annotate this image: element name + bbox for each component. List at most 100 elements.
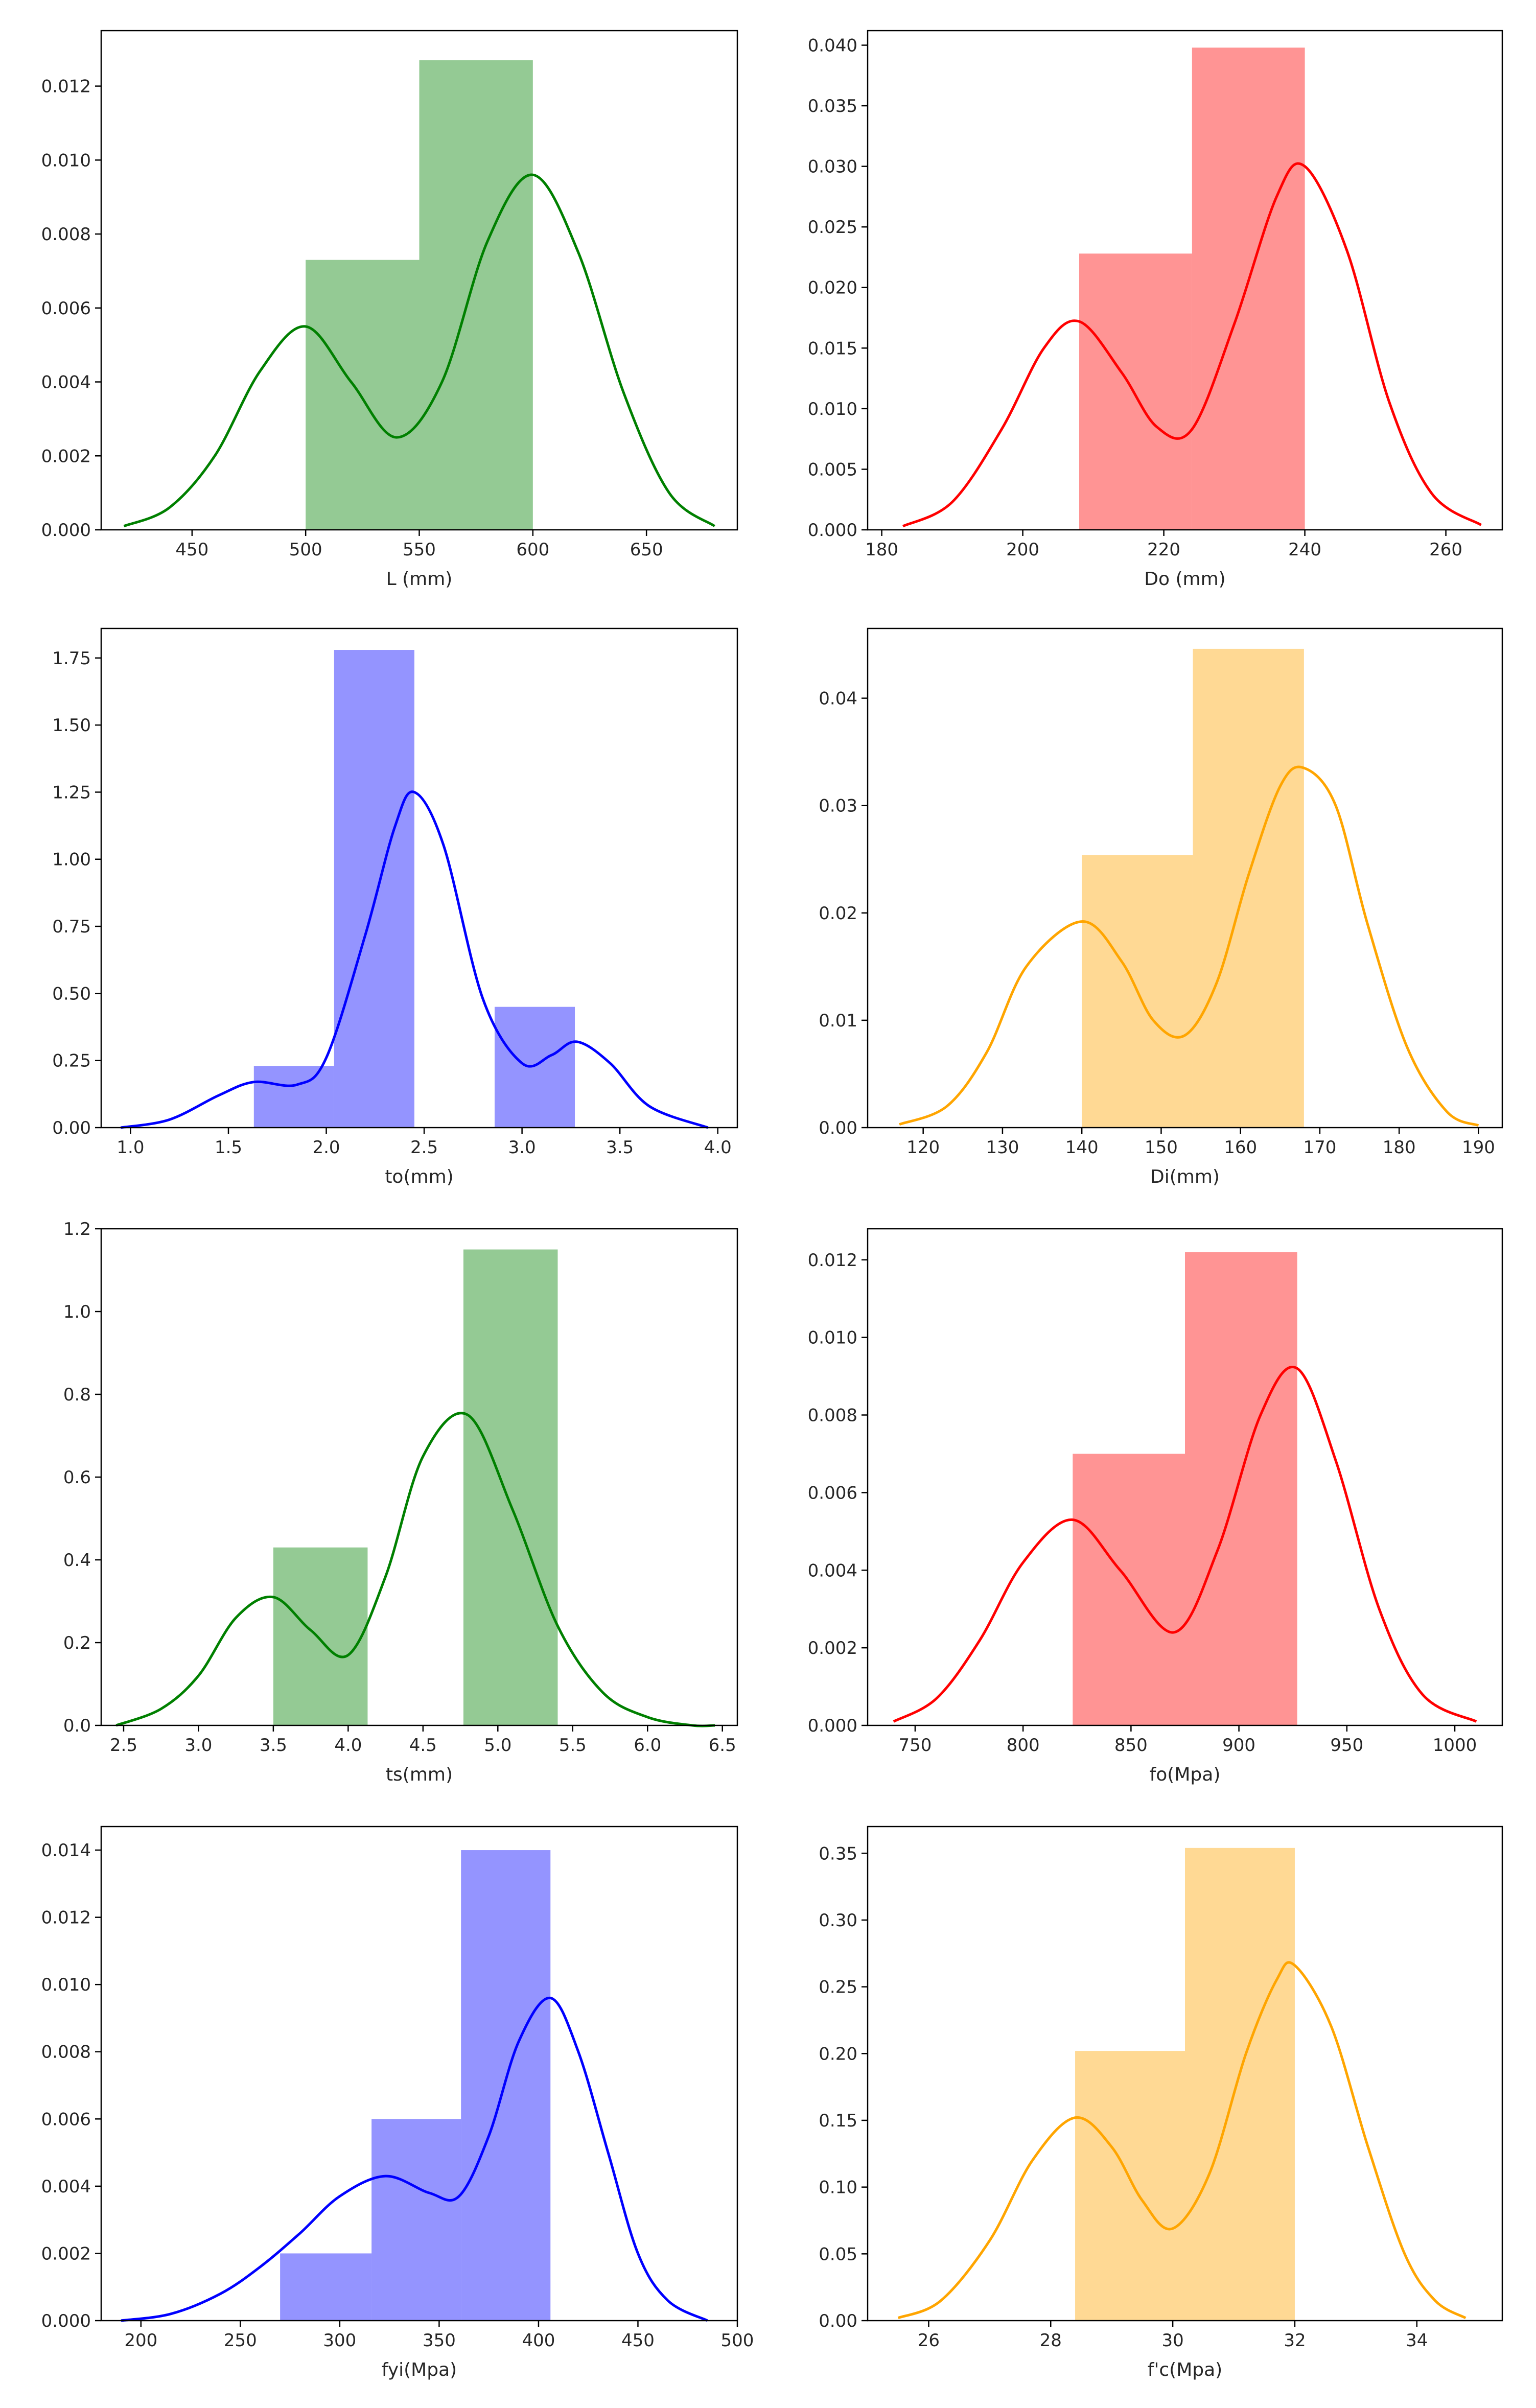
x-tick-label: 2.5 [110, 1735, 137, 1756]
y-tick-label: 0.000 [41, 2311, 91, 2331]
y-tick-label: 0.008 [41, 224, 91, 245]
kde-curve [123, 173, 715, 528]
x-tick-label: 26 [918, 2330, 940, 2351]
y-tick-label: 0.25 [819, 1977, 857, 1998]
x-tick-label: 950 [1330, 1735, 1363, 1756]
y-tick-label: 0.035 [808, 96, 857, 116]
subplot-ts-mm: 2.5 3.0 3.5 4.0 4.5 5.0 5.5 6.0 6.5 0.0 0.2 0.4 0.6 0… [63, 1219, 738, 1785]
x-tick-label: 600 [516, 540, 549, 560]
x-axis-label: Do (mm) [1144, 569, 1225, 590]
subplot-fo-mpa: 750 800 850 900 950 1000 0.000 0.002 0.004 0.006 0… [808, 1228, 1503, 1785]
y-tick-label: 0.030 [808, 157, 857, 177]
y-tick-label: 0.000 [808, 1716, 857, 1736]
x-tick-label: 1.5 [215, 1137, 242, 1158]
y-tick-label: 0.008 [41, 2042, 91, 2063]
histogram-bar-3 [463, 1249, 558, 1725]
y-tick-label: 0.012 [41, 1908, 91, 1928]
histogram-bar-1 [1079, 253, 1192, 530]
y-tick-label: 0.002 [41, 2243, 91, 2264]
y-tick-label: 1.50 [52, 715, 91, 736]
x-tick-label: 180 [1383, 1137, 1416, 1158]
y-tick-label: 0.6 [63, 1467, 91, 1488]
y-tick-label: 0.8 [63, 1385, 91, 1405]
kde-curve [902, 162, 1482, 528]
histogram-bar-2 [1192, 48, 1305, 530]
histogram-bar-1 [253, 1066, 334, 1128]
x-tick-label: 550 [403, 540, 436, 560]
x-tick-label: 32 [1284, 2330, 1306, 2351]
histogram-bar-2 [1193, 648, 1304, 1128]
y-tick-label: 0.002 [41, 446, 91, 466]
x-tick-label: 28 [1040, 2330, 1062, 2351]
x-tick-label: 500 [721, 2330, 754, 2351]
kde-curve [897, 1961, 1467, 2320]
x-tick-label: 220 [1147, 540, 1180, 560]
y-tick-label: 1.75 [52, 648, 91, 669]
histogram-bar-2 [371, 2119, 461, 2321]
x-tick-label: 5.0 [484, 1735, 511, 1756]
subplot-l-mm: 450 500 550 600 650 0.000 0.002 0.004 0.006 0.008… [41, 30, 738, 590]
histogram-bar-1 [306, 260, 420, 530]
axes-frame [867, 30, 1503, 531]
subplot-to-mm: 1.0 1.5 2.0 2.5 3.0 3.5 4.0 0.00 0.25 0.50 0.75 1.0… [52, 627, 738, 1187]
y-tick-label: 0.020 [808, 278, 857, 298]
x-tick-label: 3.0 [184, 1735, 212, 1756]
histogram-bar-2 [334, 650, 414, 1128]
x-tick-label: 4.5 [409, 1735, 437, 1756]
axes-frame [867, 627, 1503, 1129]
x-tick-label: 6.0 [634, 1735, 661, 1756]
x-tick-label: 3.5 [260, 1735, 287, 1756]
x-tick-label: 200 [124, 2330, 157, 2351]
y-tick-label: 0.30 [819, 1910, 857, 1931]
x-axis-label: ts(mm) [386, 1764, 453, 1785]
x-tick-label: 150 [1145, 1137, 1178, 1158]
y-tick-label: 0.000 [808, 520, 857, 541]
y-tick-label: 0.50 [52, 984, 91, 1004]
x-tick-label: 750 [898, 1735, 932, 1756]
subplot-di-mm: 120 130 140 150 160 170 180 190 0.00 0.01 0.02 0.03… [819, 627, 1503, 1187]
x-axis-label: fyi(Mpa) [382, 2359, 457, 2380]
y-tick-label: 0.0 [63, 1716, 91, 1736]
y-tick-label: 0.000 [41, 520, 91, 541]
x-tick-label: 34 [1406, 2330, 1428, 2351]
x-tick-label: 5.5 [559, 1735, 587, 1756]
x-axis-label: to(mm) [385, 1166, 453, 1187]
y-tick-label: 0.014 [41, 1840, 91, 1861]
x-tick-label: 180 [865, 540, 898, 560]
y-tick-label: 0.00 [52, 1118, 91, 1138]
y-tick-label: 0.10 [819, 2178, 857, 2198]
x-tick-label: 450 [175, 540, 208, 560]
x-tick-label: 2.5 [410, 1137, 438, 1158]
axes-frame [867, 1826, 1503, 2322]
histogram-bar-1 [1075, 2051, 1185, 2321]
y-tick-label: 1.25 [52, 782, 91, 803]
x-tick-label: 240 [1288, 540, 1321, 560]
x-tick-label: 130 [986, 1137, 1019, 1158]
histogram-bar-4 [494, 1007, 575, 1128]
x-tick-label: 800 [1007, 1735, 1040, 1756]
x-tick-label: 350 [423, 2330, 456, 2351]
y-tick-label: 1.2 [63, 1219, 91, 1240]
y-tick-label: 0.25 [52, 1051, 91, 1071]
axes-frame [100, 1826, 738, 2322]
x-tick-label: 4.0 [704, 1137, 732, 1158]
y-tick-label: 0.012 [808, 1250, 857, 1271]
histogram-bar-1 [273, 1547, 368, 1725]
histogram-bar-2 [1185, 1252, 1297, 1725]
y-tick-label: 1.0 [63, 1302, 91, 1322]
y-tick-label: 0.010 [808, 1328, 857, 1348]
x-tick-label: 300 [323, 2330, 356, 2351]
y-tick-label: 0.35 [819, 1843, 857, 1864]
y-tick-label: 0.4 [63, 1550, 91, 1571]
y-tick-label: 0.006 [808, 1483, 857, 1503]
y-tick-label: 0.002 [808, 1638, 857, 1658]
x-tick-label: 3.5 [606, 1137, 634, 1158]
subplot-fyi-mpa: 200 250 300 350 400 450 500 0.000 0.002 0.004 0.00… [41, 1826, 754, 2380]
x-axis-label: L (mm) [386, 569, 453, 590]
x-tick-label: 1000 [1433, 1735, 1477, 1756]
y-tick-label: 0.004 [41, 2177, 91, 2197]
y-tick-label: 0.20 [819, 2044, 857, 2064]
y-tick-label: 0.005 [808, 459, 857, 480]
subplot-fc-mpa: 26 28 30 32 34 0.00 0.05 0.10 0.15 0.20 0.25 0.30 0.… [819, 1826, 1503, 2380]
